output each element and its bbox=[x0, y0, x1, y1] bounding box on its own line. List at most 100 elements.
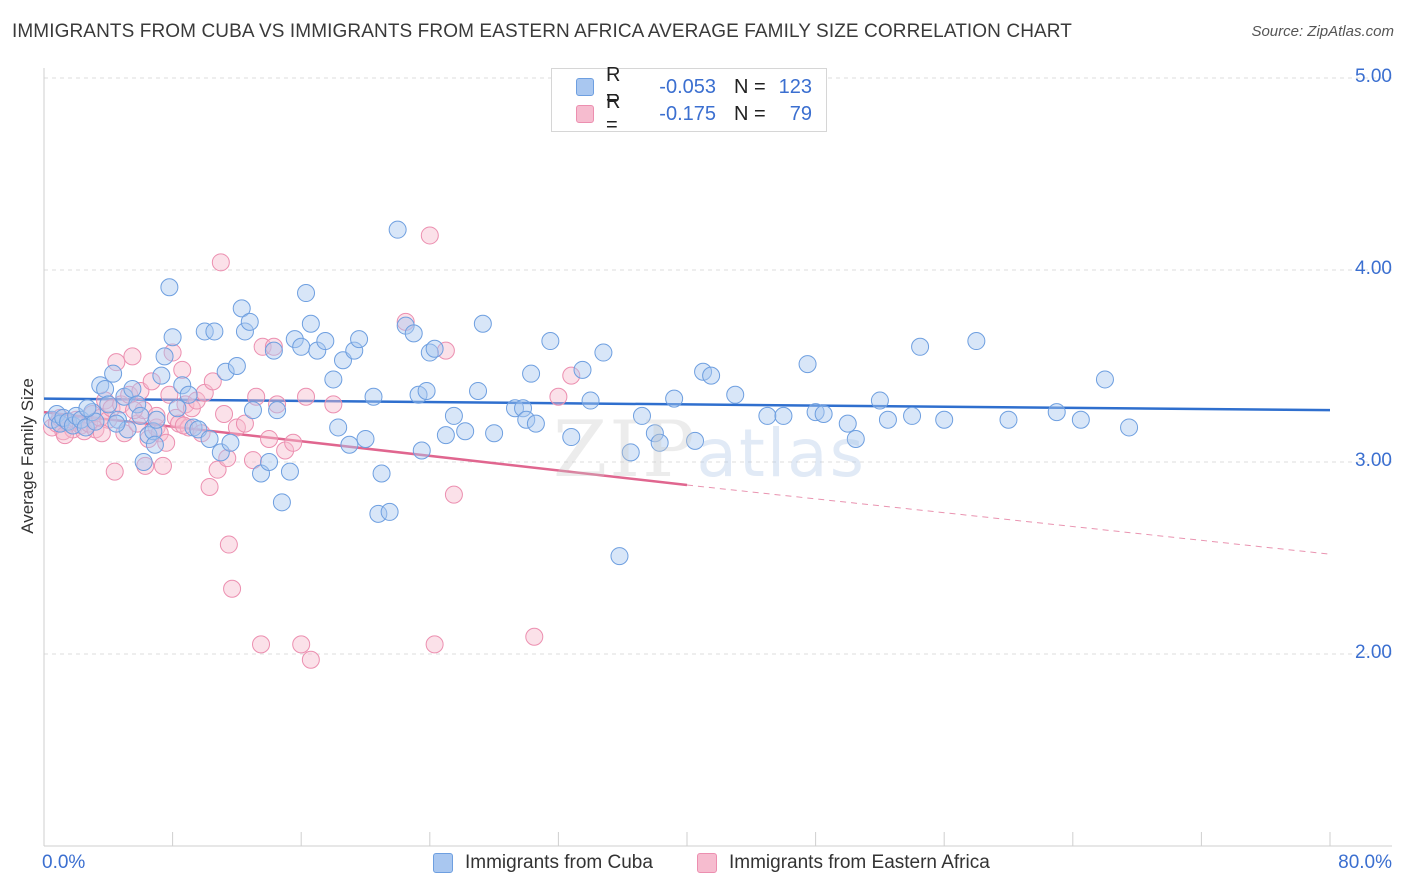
cuba-point bbox=[107, 414, 126, 433]
africa-point bbox=[211, 253, 230, 272]
legend-n-value: 79 bbox=[789, 102, 812, 125]
cuba-points bbox=[43, 220, 1139, 566]
cuba-point bbox=[610, 547, 629, 566]
cuba-point bbox=[205, 322, 224, 341]
cuba-point bbox=[168, 399, 187, 418]
legend-n-label: N = bbox=[734, 102, 766, 125]
cuba-point bbox=[814, 405, 833, 423]
cuba-point bbox=[280, 462, 299, 481]
africa-point bbox=[260, 429, 279, 448]
cuba-point bbox=[345, 341, 364, 360]
africa-point bbox=[444, 485, 463, 504]
cuba-point bbox=[99, 395, 118, 414]
cuba-point bbox=[96, 380, 115, 399]
axes bbox=[43, 68, 1392, 847]
africa-point bbox=[549, 387, 568, 406]
africa-point bbox=[301, 650, 320, 669]
cuba-point bbox=[1047, 403, 1066, 422]
cuba-point bbox=[86, 412, 105, 431]
cuba-point bbox=[292, 337, 311, 356]
cuba-point bbox=[1071, 410, 1090, 429]
cuba-point bbox=[179, 385, 198, 404]
cuba-point bbox=[160, 278, 179, 297]
cuba-point bbox=[211, 443, 230, 462]
cuba-point bbox=[268, 401, 287, 420]
cuba-point bbox=[485, 424, 504, 443]
cuba-point bbox=[324, 370, 343, 389]
watermark-zip: ZIP bbox=[553, 405, 697, 495]
cuba-point bbox=[846, 429, 865, 448]
africa-point bbox=[150, 424, 169, 443]
cuba-point bbox=[144, 422, 163, 441]
cuba-point bbox=[903, 406, 922, 425]
africa-point bbox=[208, 460, 227, 479]
cuba-point bbox=[870, 391, 889, 410]
cuba-point bbox=[581, 391, 600, 410]
africa-point bbox=[200, 477, 219, 496]
africa-point bbox=[92, 424, 111, 443]
cuba-point bbox=[227, 357, 246, 375]
africa-point bbox=[252, 635, 271, 654]
cuba-point bbox=[372, 464, 391, 483]
cuba-point bbox=[522, 364, 541, 383]
africa-point bbox=[123, 347, 142, 366]
africa-point bbox=[284, 433, 303, 452]
cuba-point bbox=[686, 431, 705, 450]
cuba-point bbox=[123, 380, 142, 399]
cuba-point bbox=[417, 381, 436, 400]
cuba-point bbox=[388, 220, 407, 239]
africa-point bbox=[203, 372, 222, 391]
africa-trend-extension bbox=[686, 484, 1331, 555]
cuba-trend-line bbox=[43, 397, 1331, 412]
africa-point bbox=[297, 387, 316, 406]
cuba-point bbox=[425, 339, 444, 358]
legend-swatch-africa bbox=[576, 105, 594, 123]
africa-point bbox=[425, 635, 444, 654]
cuba-point bbox=[235, 322, 254, 341]
cuba-point bbox=[758, 406, 777, 425]
cuba-point bbox=[573, 360, 592, 379]
cuba-point bbox=[76, 418, 95, 437]
cuba-point bbox=[364, 387, 383, 406]
cuba-point bbox=[260, 453, 279, 471]
y-tick-label: 5.00 bbox=[1355, 66, 1392, 87]
cuba-point bbox=[152, 366, 171, 385]
chart-source: Source: ZipAtlas.com bbox=[1251, 23, 1394, 40]
cuba-point bbox=[173, 376, 192, 395]
africa-trend-line bbox=[43, 410, 688, 487]
cuba-point bbox=[145, 435, 164, 454]
cuba-point bbox=[131, 406, 150, 425]
cuba-point bbox=[356, 429, 375, 448]
legend-item-cuba[interactable]: Immigrants from Cuba bbox=[433, 852, 653, 874]
africa-point bbox=[243, 451, 262, 470]
stats-legend: R = -0.053 N = 123 R = -0.175 N = 79 bbox=[551, 64, 827, 136]
cuba-point bbox=[878, 410, 897, 429]
cuba-point bbox=[999, 410, 1018, 429]
cuba-point bbox=[329, 418, 348, 437]
legend-item-africa[interactable]: Immigrants from Eastern Africa bbox=[697, 852, 990, 874]
cuba-point bbox=[469, 381, 488, 400]
cuba-point bbox=[665, 389, 684, 408]
x-tick-label-max: 80.0% bbox=[1338, 852, 1392, 873]
cuba-point bbox=[200, 429, 219, 448]
y-tick-label: 4.00 bbox=[1355, 258, 1392, 279]
cuba-point bbox=[621, 443, 640, 462]
cuba-point bbox=[163, 328, 182, 347]
africa-point bbox=[223, 579, 242, 598]
cuba-point bbox=[911, 337, 930, 356]
legend-r-label: R = bbox=[606, 64, 621, 109]
cuba-point bbox=[240, 312, 259, 331]
grid-lines bbox=[44, 77, 1392, 655]
cuba-point bbox=[632, 406, 651, 425]
cuba-point bbox=[118, 420, 137, 439]
legend-swatch-africa bbox=[697, 853, 717, 873]
y-tick-label: 2.00 bbox=[1355, 642, 1392, 663]
y-tick-label: 3.00 bbox=[1355, 450, 1392, 471]
africa-point bbox=[436, 341, 455, 360]
africa-point bbox=[247, 387, 266, 406]
legend-label-africa: Immigrants from Eastern Africa bbox=[729, 852, 990, 873]
legend-row-cuba: R = -0.053 N = 123 bbox=[576, 64, 812, 109]
cuba-point bbox=[935, 410, 954, 429]
cuba-point bbox=[645, 424, 664, 443]
